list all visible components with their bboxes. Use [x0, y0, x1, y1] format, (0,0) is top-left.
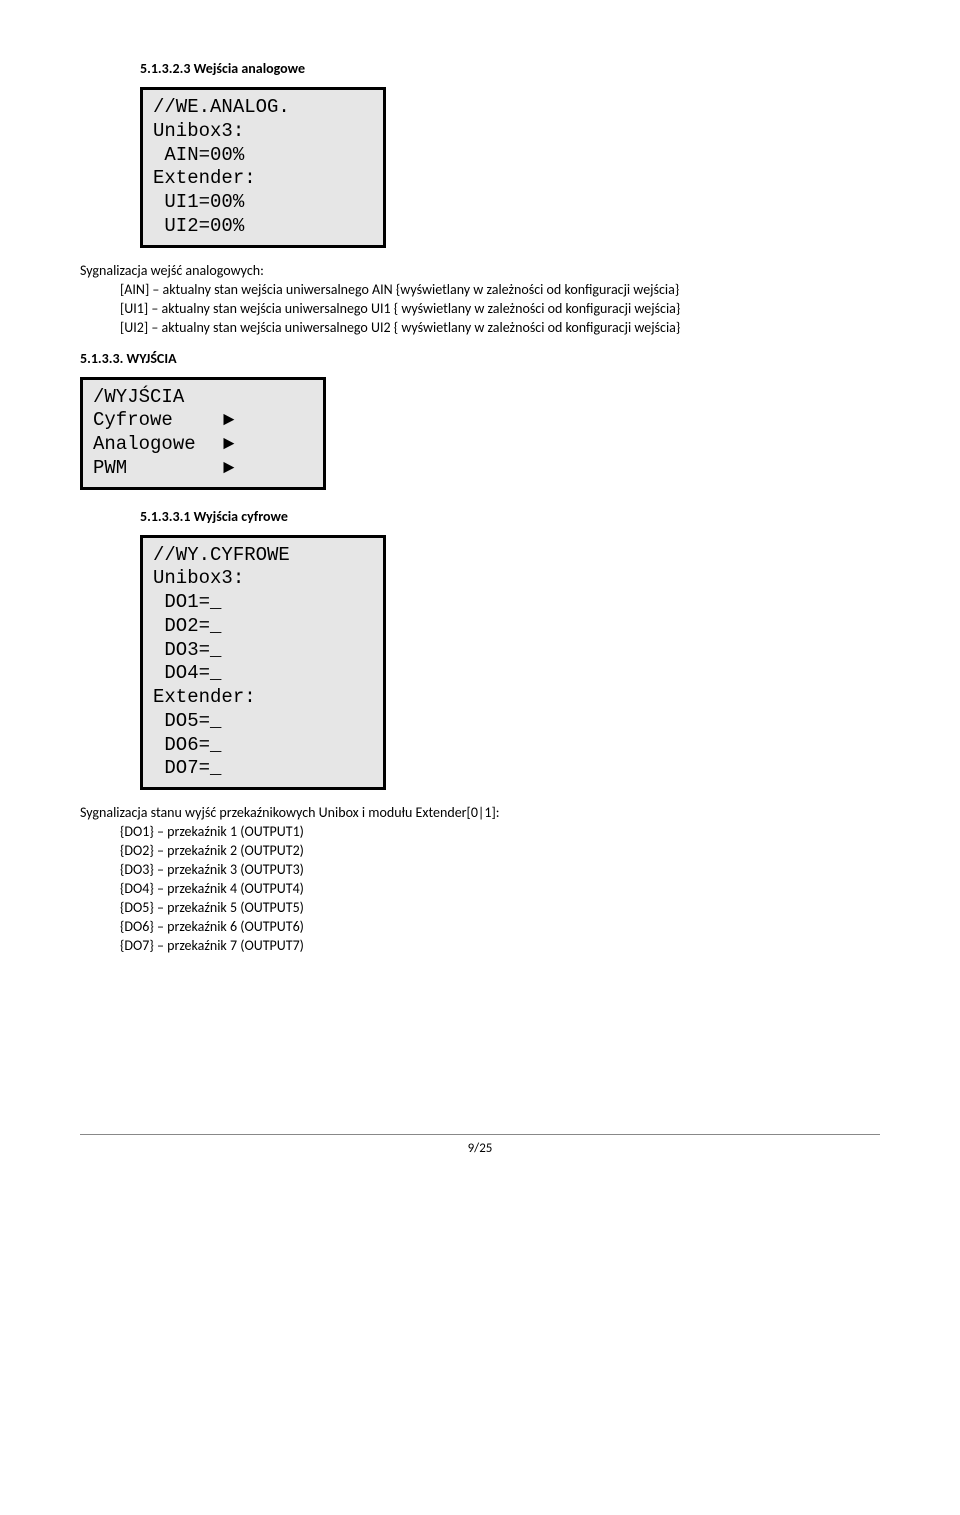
- menu-title: /WYJŚCIA: [93, 386, 184, 408]
- param-do4: {DO4} – przekaźnik 4 (OUTPUT4): [120, 880, 880, 897]
- param-do6: {DO6} – przekaźnik 6 (OUTPUT6): [120, 918, 880, 935]
- arrow-icon: ►: [223, 457, 234, 481]
- menu-item-pwm: PWM: [93, 457, 223, 481]
- code-box-outputs-menu: /WYJŚCIA Cyfrowe►Analogowe►PWM►: [80, 377, 326, 490]
- page-footer: 9/25: [80, 1134, 880, 1156]
- heading-analog-inputs: 5.1.3.2.3 Wejścia analogowe: [140, 60, 880, 77]
- arrow-icon: ►: [223, 409, 234, 433]
- heading-outputs: 5.1.3.3. WYJŚCIA: [80, 350, 880, 367]
- code-box-digital: //WY.CYFROWE Unibox3: DO1=_ DO2=_ DO3=_ …: [140, 535, 386, 791]
- menu-item-analogowe: Analogowe: [93, 433, 223, 457]
- param-do7: {DO7} – przekaźnik 7 (OUTPUT7): [120, 937, 880, 954]
- param-do1: {DO1} – przekaźnik 1 (OUTPUT1): [120, 823, 880, 840]
- arrow-icon: ►: [223, 433, 234, 457]
- param-ain: [AIN] – aktualny stan wejścia uniwersaln…: [120, 281, 880, 298]
- param-do2: {DO2} – przekaźnik 2 (OUTPUT2): [120, 842, 880, 859]
- menu-item-cyfrowe: Cyfrowe: [93, 409, 223, 433]
- intro-digital: Sygnalizacja stanu wyjść przekaźnikowych…: [80, 804, 880, 821]
- param-do3: {DO3} – przekaźnik 3 (OUTPUT3): [120, 861, 880, 878]
- param-do5: {DO5} – przekaźnik 5 (OUTPUT5): [120, 899, 880, 916]
- param-ui1: [UI1] – aktualny stan wejścia uniwersaln…: [120, 300, 880, 317]
- intro-analog: Sygnalizacja wejść analogowych:: [80, 262, 880, 279]
- code-box-analog: //WE.ANALOG. Unibox3: AIN=00% Extender: …: [140, 87, 386, 248]
- heading-digital-outputs: 5.1.3.3.1 Wyjścia cyfrowe: [140, 508, 880, 525]
- param-ui2: [UI2] – aktualny stan wejścia uniwersaln…: [120, 319, 880, 336]
